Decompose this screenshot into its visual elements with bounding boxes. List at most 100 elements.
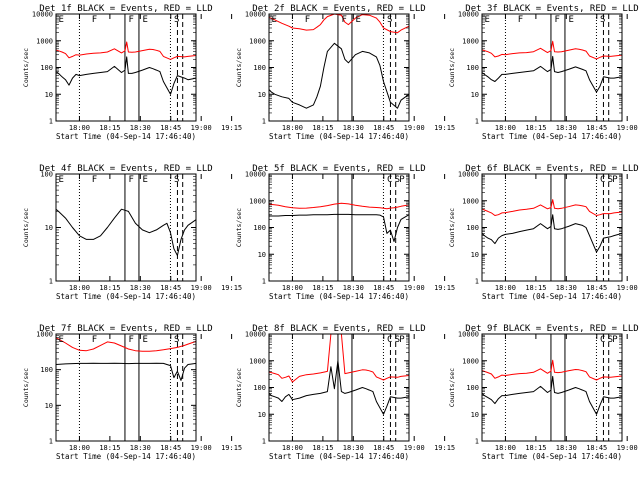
y-tick-label: 10000 (458, 11, 479, 19)
lld-series-line (481, 40, 623, 60)
x-tick-label: 18:00 (282, 124, 303, 132)
x-axis-label: Start Time (04-Sep-14 17:46:40) (269, 292, 409, 301)
marker-letter: F (341, 15, 346, 25)
x-axis-label: Start Time (04-Sep-14 17:46:40) (482, 452, 622, 461)
x-tick-label: 19:00 (191, 444, 212, 452)
panel-title: Det 3f BLACK = Events, RED = LLD (465, 4, 638, 14)
y-tick-label: 10 (45, 224, 53, 232)
y-tick-label: 10000 (458, 171, 479, 179)
x-tick-label: 18:15 (312, 124, 333, 132)
x-tick-label: 18:00 (282, 444, 303, 452)
marker-letter: C (387, 175, 392, 185)
x-axis-label: Start Time (04-Sep-14 17:46:40) (482, 132, 622, 141)
panel-6: 1 10 100 1000 10000 18:00 18:15 18:30 18:45 19:00… (448, 164, 639, 301)
y-tick-label: 100 (40, 171, 53, 179)
x-tick-label: 18:15 (312, 444, 333, 452)
panel-title: Det 6f BLACK = Events, RED = LLD (465, 164, 638, 174)
x-tick-label: 18:45 (586, 124, 607, 132)
x-axis-label: Start Time (04-Sep-14 17:46:40) (482, 292, 622, 301)
x-tick-label: 18:45 (586, 284, 607, 292)
y-tick-label: 10 (471, 91, 479, 99)
y-axis-label: Counts/sec (235, 368, 243, 407)
x-tick-label: 18:30 (556, 124, 577, 132)
marker-letter: P (612, 335, 618, 345)
y-tick-label: 1 (475, 118, 479, 126)
marker-letter: S (174, 335, 179, 345)
y-axis-label: Counts/sec (22, 208, 30, 247)
x-tick-label: 19:15 (221, 284, 242, 292)
y-tick-label: 10 (45, 402, 53, 410)
x-axis-label: Start Time (04-Sep-14 17:46:40) (269, 132, 409, 141)
panel-title: Det 8f BLACK = Events, RED = LLD (252, 324, 425, 334)
y-tick-label: 1 (262, 118, 266, 126)
marker-letter: F (128, 175, 133, 185)
marker-letter: P (612, 175, 618, 185)
marker-letter: S (608, 175, 613, 185)
panel-1: 1 10 100 1000 10000 18:00 18:15 18:30 18:45 19:00… (22, 4, 242, 141)
y-tick-label: 100 (40, 366, 53, 374)
y-tick-label: 10 (258, 91, 266, 99)
marker-letter: F (92, 175, 97, 185)
panel-title: Det 1f BLACK = Events, RED = LLD (39, 4, 212, 14)
y-tick-label: 1000 (249, 37, 266, 45)
y-tick-label: 10000 (458, 331, 479, 339)
marker-letter: S (600, 15, 605, 25)
marker-letter: S (174, 175, 179, 185)
x-tick-label: 18:00 (69, 444, 90, 452)
y-tick-label: 100 (253, 384, 266, 392)
y-axis-label: Counts/sec (448, 48, 456, 87)
panel-title: Det 9f BLACK = Events, RED = LLD (465, 324, 638, 334)
marker-letter: F (554, 15, 559, 25)
marker-letter: F (518, 15, 523, 25)
y-tick-label: 1000 (462, 197, 479, 205)
y-tick-label: 100 (466, 384, 479, 392)
panel-7: 1 10 100 1000 18:00 18:15 18:30 18:45 19:00 19:15… (22, 324, 242, 461)
marker-letter: E (355, 15, 360, 25)
x-tick-label: 18:30 (556, 284, 577, 292)
y-tick-label: 1000 (36, 37, 53, 45)
x-axis-label: Start Time (04-Sep-14 17:46:40) (56, 452, 196, 461)
x-tick-label: 18:15 (99, 444, 120, 452)
x-tick-label: 18:30 (130, 124, 151, 132)
y-tick-label: 1000 (36, 331, 53, 339)
y-axis-label: Counts/sec (235, 48, 243, 87)
y-tick-label: 10000 (245, 171, 266, 179)
y-axis-label: Counts/sec (22, 48, 30, 87)
y-tick-label: 100 (466, 64, 479, 72)
y-tick-label: 1 (49, 438, 53, 446)
panel-3: 1 10 100 1000 10000 18:00 18:15 18:30 18:45 19:00… (448, 4, 639, 141)
marker-letter: S (174, 15, 179, 25)
x-tick-label: 18:30 (343, 124, 364, 132)
y-tick-label: 100 (253, 224, 266, 232)
x-tick-label: 18:45 (160, 284, 181, 292)
marker-letter: S (608, 335, 613, 345)
marker-letter: E (568, 15, 573, 25)
x-tick-label: 18:15 (99, 284, 120, 292)
x-axis-label: Start Time (04-Sep-14 17:46:40) (269, 452, 409, 461)
panel-title: Det 2f BLACK = Events, RED = LLD (252, 4, 425, 14)
y-tick-label: 10 (258, 251, 266, 259)
y-tick-label: 1000 (462, 37, 479, 45)
panel-title: Det 4f BLACK = Events, RED = LLD (39, 164, 212, 174)
y-tick-label: 10 (45, 91, 53, 99)
marker-letter: P (399, 335, 405, 345)
marker-letter: E (58, 15, 63, 25)
y-tick-label: 10 (471, 251, 479, 259)
marker-letter: S (395, 175, 400, 185)
x-tick-label: 18:45 (160, 444, 181, 452)
marker-letter: F (305, 15, 310, 25)
y-tick-label: 10000 (32, 11, 53, 19)
y-tick-label: 1000 (462, 357, 479, 365)
marker-letter: P (399, 175, 405, 185)
marker-letter: C (600, 335, 605, 345)
marker-letter: E (142, 335, 147, 345)
lld-series-line (55, 41, 197, 60)
x-tick-label: 19:15 (434, 444, 455, 452)
y-tick-label: 100 (466, 224, 479, 232)
x-tick-label: 19:15 (434, 284, 455, 292)
events-series-line (481, 375, 623, 415)
y-tick-label: 10 (471, 411, 479, 419)
x-tick-label: 18:30 (343, 444, 364, 452)
x-tick-label: 18:15 (525, 124, 546, 132)
